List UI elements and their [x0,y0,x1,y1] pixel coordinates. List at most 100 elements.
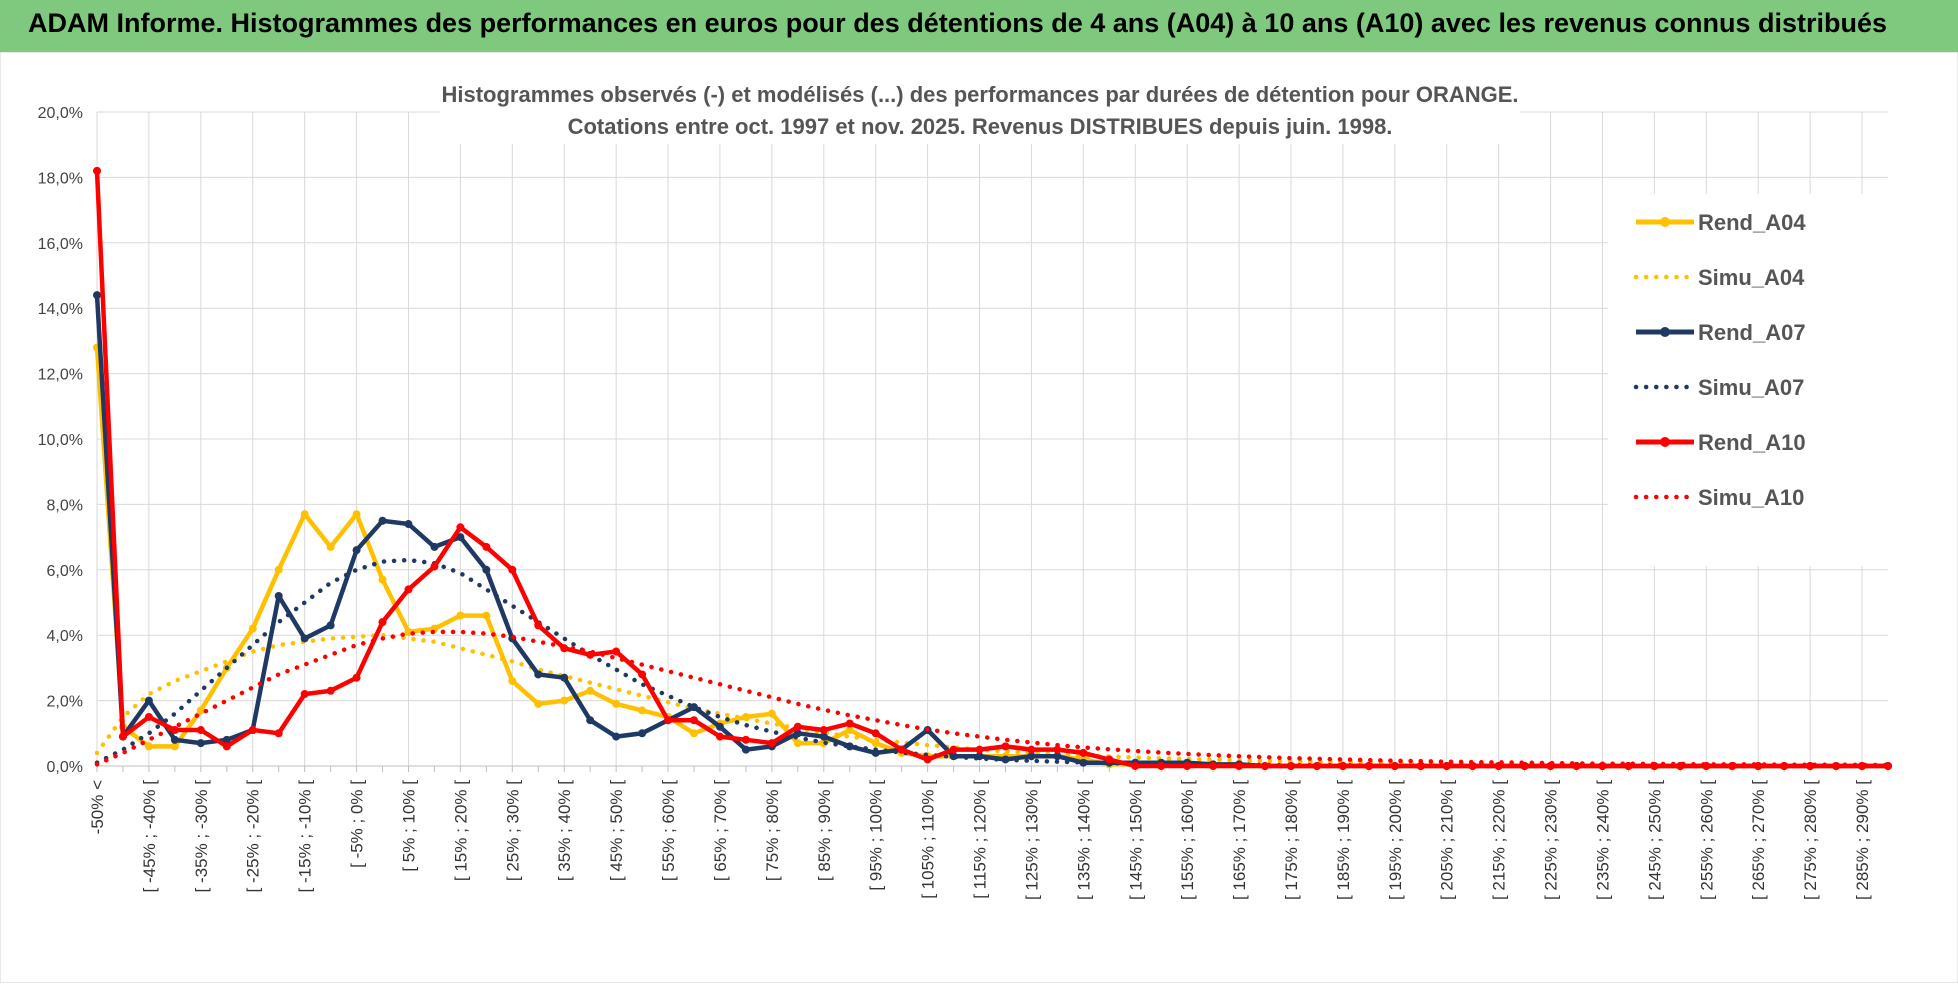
data-point-Rend_A04 [612,699,621,708]
data-point-Rend_A10 [1261,762,1270,770]
x-tick-label: [ 85% ; 90% [ [815,780,834,881]
data-point-Rend_A07 [170,735,179,744]
y-tick-label: 4,0% [47,628,83,645]
series-line-Simu_A07 [94,557,1891,769]
legend-marker-Rend_A04 [1660,217,1670,227]
y-tick-label: 14,0% [38,301,83,318]
data-point-Rend_A10 [638,670,647,679]
x-tick-label: [ 195% ; 200% [ [1386,780,1405,900]
x-tick-label: [ 185% ; 190% [ [1334,780,1353,900]
data-point-Rend_A10 [93,166,101,175]
data-point-Rend_A10 [1806,762,1815,770]
data-point-Rend_A10 [1027,745,1036,754]
legend: Rend_A04 Simu_A04 Rend_A07 Simu_A07 Rend_A10… [1608,194,1888,566]
data-point-Rend_A10 [1105,755,1114,764]
data-point-Rend_A04 [586,686,595,695]
data-point-Rend_A10 [819,726,828,735]
data-point-Rend_A10 [1572,762,1581,770]
series-line-Rend_A10 [94,170,1888,769]
y-tick-label: 10,0% [38,432,83,449]
data-point-Rend_A10 [196,726,205,735]
x-tick-label: [ 205% ; 210% [ [1438,780,1457,900]
data-point-Rend_A10 [1416,762,1425,770]
x-tick-label: -50% < [88,780,107,834]
chart-title-line-2: Cotations entre oct. 1997 et nov. 2025. … [568,114,1393,139]
data-point-Rend_A07 [430,542,439,551]
data-point-Rend_A04 [534,699,543,708]
x-tick-label: [ 125% ; 130% [ [1022,780,1041,900]
data-point-Rend_A07 [482,565,491,574]
data-point-Rend_A07 [456,533,465,542]
data-point-Rend_A10 [1053,745,1062,754]
data-point-Rend_A10 [664,716,673,725]
legend-background [1608,194,1888,566]
data-point-Rend_A10 [248,726,257,735]
data-point-Rend_A10 [690,716,698,725]
series-line-Simu_A04 [94,632,1891,768]
data-point-Rend_A10 [1001,742,1010,751]
x-tick-label: [ 55% ; 60% [ [659,780,678,881]
legend-label-Rend_A10: Rend_A10 [1698,430,1806,455]
data-point-Rend_A04 [144,742,153,751]
data-point-Rend_A07 [378,516,387,525]
y-axis: 0,0% 2,0% 4,0% 6,0% 8,0% 10,0% 12,0% 14,0% 16,0%… [38,105,83,776]
data-point-Rend_A10 [1287,762,1295,770]
x-tick-label: [ 155% ; 160% [ [1178,780,1197,900]
data-point-Rend_A07 [638,729,647,738]
data-point-Rend_A04 [196,706,205,715]
x-tick-label: [ 255% ; 260% [ [1697,780,1716,900]
x-tick-label: [ 145% ; 150% [ [1126,780,1145,900]
data-point-Rend_A10 [1312,762,1321,770]
legend-label-Rend_A07: Rend_A07 [1698,320,1806,345]
data-point-Rend_A10 [845,719,854,728]
data-point-Rend_A10 [1209,762,1218,770]
data-point-Rend_A10 [352,673,361,682]
data-point-Rend_A04 [326,542,335,551]
data-point-Rend_A10 [923,755,932,764]
data-point-Rend_A04 [404,627,413,636]
data-point-Rend_A10 [1442,762,1451,770]
data-point-Rend_A10 [144,712,153,721]
data-point-Rend_A07 [326,621,335,630]
x-tick-label: [ -25% ; -20% [ [244,780,263,893]
data-point-Rend_A10 [274,729,283,738]
data-point-Rend_A04 [638,706,647,715]
data-point-Rend_A10 [767,739,776,748]
x-tick-label: [ 75% ; 80% [ [763,780,782,881]
x-tick-label: [ 105% ; 110% [ [919,780,938,899]
data-point-Rend_A07 [560,673,569,682]
data-point-Rend_A07 [845,742,854,751]
chart-title-line-1: Histogrammes observés (-) et modélisés (… [441,82,1518,107]
data-point-Rend_A07 [222,735,231,744]
x-axis: -50% < [ -45% ; -40% [ [ -35% ; -30% [ [ -2… [88,765,1889,900]
x-tick-label: [ 35% ; 40% [ [555,780,574,881]
x-tick-label: [ 65% ; 70% [ [711,780,730,881]
data-point-Rend_A10 [612,647,621,656]
chart-frame: 0,0% 2,0% 4,0% 6,0% 8,0% 10,0% 12,0% 14,0% 16,0%… [0,51,1958,984]
x-tick-label: [ 245% ; 250% [ [1645,780,1664,900]
histogram-chart: 0,0% 2,0% 4,0% 6,0% 8,0% 10,0% 12,0% 14,0% 16,0%… [0,51,1958,984]
y-tick-label: 18,0% [38,170,83,187]
data-point-Rend_A10 [897,745,906,754]
x-tick-label: [ 115% ; 120% [ [971,780,990,899]
x-tick-label: [ -45% ; -40% [ [140,780,159,893]
x-tick-label: [ -5% ; 0% [ [348,780,367,868]
y-tick-label: 12,0% [38,367,83,384]
x-tick-label: [ -35% ; -30% [ [192,780,211,893]
data-point-Rend_A07 [404,520,413,529]
x-tick-label: [ 235% ; 240% [ [1593,780,1612,900]
y-tick-label: 6,0% [47,563,83,580]
legend-label-Rend_A04: Rend_A04 [1698,210,1806,235]
data-point-Rend_A10 [715,732,724,741]
x-tick-label: [ 165% ; 170% [ [1230,780,1249,900]
data-point-Rend_A04 [248,624,257,633]
data-point-Rend_A07 [586,716,595,725]
data-point-Rend_A04 [690,729,698,738]
data-point-Rend_A10 [456,523,465,532]
data-point-Rend_A10 [378,618,387,627]
data-point-Rend_A07 [144,696,153,705]
data-point-Rend_A04 [300,510,309,519]
data-point-Rend_A07 [274,591,283,600]
x-tick-label: [ 5% ; 10% [ [399,780,418,872]
data-point-Rend_A07 [612,732,621,741]
